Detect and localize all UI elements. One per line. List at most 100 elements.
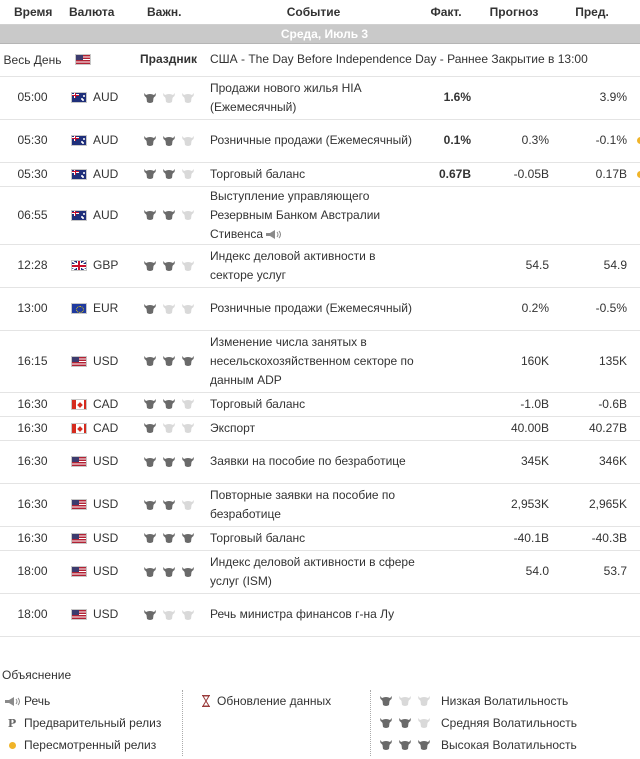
event-title-text[interactable]: Выступление управляющего Резервным Банко… [210, 188, 381, 241]
event-title[interactable]: Индекс деловой активности в сфере услуг … [205, 550, 417, 594]
bull-icon [181, 566, 195, 578]
event-row[interactable]: 16:30 USD Торговый баланс -40.1B -40.3B [0, 526, 640, 551]
event-actual [417, 186, 475, 245]
event-revised [631, 440, 640, 484]
event-title-text[interactable]: Экспорт [210, 420, 256, 435]
event-row[interactable]: 18:00 USD Индекс деловой активности в сфер… [0, 550, 640, 594]
event-previous: -0.6B [553, 392, 631, 417]
calendar-table: Время Валюта Важн. Событие Факт. Прогноз… [0, 0, 640, 637]
bull-icon [143, 92, 157, 104]
event-title[interactable]: Продажи нового жилья HIA (Ежемесячный) [205, 76, 417, 120]
event-row[interactable]: 12:28 GBP Индекс деловой активности в сект… [0, 244, 640, 288]
currency-code: USD [93, 497, 119, 511]
event-row[interactable]: 16:15 USD Изменение числа занятых в несель… [0, 330, 640, 393]
bull-icon [162, 135, 176, 147]
event-row[interactable]: 16:30 CAD Экспорт 40.00B 40.27B [0, 416, 640, 441]
event-title[interactable]: Выступление управляющего Резервным Банко… [205, 186, 417, 245]
header-currency[interactable]: Валюта [65, 0, 127, 25]
event-title[interactable]: Розничные продажи (Ежемесячный) [205, 287, 417, 331]
legend-low: Низкая Волатильность [379, 690, 577, 712]
event-title-text[interactable]: Торговый баланс [210, 530, 306, 545]
bull-icon [143, 303, 157, 315]
currency-code: USD [93, 454, 119, 468]
event-row[interactable]: 18:00 USD Речь министра финансов г-на Лу [0, 593, 640, 637]
bull-icon [162, 260, 176, 272]
event-row[interactable]: 05:00 AUD Продажи нового жилья HIA (Ежемес… [0, 76, 640, 120]
event-row[interactable]: 16:30 CAD Торговый баланс -1.0B -0.6B [0, 392, 640, 417]
event-title-text[interactable]: Заявки на пособие по безработице [210, 454, 406, 468]
event-actual [417, 330, 475, 393]
bull-icon [162, 398, 176, 410]
event-title-text[interactable]: Розничные продажи (Ежемесячный) [210, 301, 413, 315]
event-row[interactable]: 16:30 USD Повторные заявки на пособие по б… [0, 483, 640, 527]
event-title-text[interactable]: Торговый баланс [210, 166, 306, 181]
event-forecast: 345K [475, 440, 553, 484]
event-title[interactable]: Торговый баланс [205, 162, 417, 187]
event-forecast: 2,953K [475, 483, 553, 527]
legend-high: Высокая Волатильность [379, 734, 577, 756]
event-title[interactable]: Торговый баланс [205, 392, 417, 417]
header-time[interactable]: Время [0, 0, 65, 25]
event-title-text[interactable]: Индекс деловой активности в секторе услу… [210, 248, 376, 282]
legend-column-3: Низкая Волатильность Средняя Волатильнос… [370, 690, 577, 756]
event-revised [631, 287, 640, 331]
legend-revised-label: Пересмотренный релиз [24, 738, 157, 752]
event-row[interactable]: 06:55 AUD Выступление управляющего Резервн… [0, 186, 640, 245]
event-previous: 2,965K [553, 483, 631, 527]
revised-dot-icon [636, 137, 640, 144]
event-title-text[interactable]: Розничные продажи (Ежемесячный) [210, 133, 413, 147]
header-forecast[interactable]: Прогноз [475, 0, 553, 25]
holiday-row[interactable]: Весь День Праздник США - The Day Before … [0, 43, 640, 77]
event-title[interactable]: Заявки на пособие по безработице [205, 440, 417, 484]
header-importance[interactable]: Важн. [127, 0, 205, 25]
event-title[interactable]: Экспорт [205, 416, 417, 441]
currency-code: USD [93, 353, 119, 368]
event-revised [631, 550, 640, 594]
holiday-event[interactable]: США - The Day Before Independence Day - … [205, 43, 640, 77]
header-event[interactable]: Событие [205, 0, 417, 25]
event-revised [631, 330, 640, 393]
bull-icon [398, 695, 412, 707]
event-currency: USD [65, 483, 127, 527]
event-time: 06:55 [0, 186, 65, 245]
event-title-text[interactable]: Торговый баланс [210, 396, 306, 411]
event-previous: 40.27B [553, 416, 631, 441]
ca-flag-icon [71, 398, 87, 410]
legend-high-label: Высокая Волатильность [441, 738, 577, 752]
event-currency: USD [65, 440, 127, 484]
event-previous [553, 593, 631, 637]
event-row[interactable]: 05:30 AUD Розничные продажи (Ежемесячный) 0… [0, 119, 640, 163]
event-title[interactable]: Речь министра финансов г-на Лу [205, 593, 417, 637]
event-title-text[interactable]: Изменение числа занятых в несельскохозяй… [210, 334, 414, 387]
event-title[interactable]: Изменение числа занятых в несельскохозяй… [205, 330, 417, 393]
event-previous: 3.9% [553, 76, 631, 120]
event-title[interactable]: Розничные продажи (Ежемесячный) [205, 119, 417, 163]
event-time: 18:00 [0, 550, 65, 594]
event-title[interactable]: Повторные заявки на пособие по безработи… [205, 483, 417, 527]
event-row[interactable]: 16:30 USD Заявки на пособие по безработице… [0, 440, 640, 484]
bull-icon [162, 609, 176, 621]
event-title[interactable]: Индекс деловой активности в секторе услу… [205, 244, 417, 288]
event-title-text[interactable]: Продажи нового жилья HIA (Ежемесячный) [210, 80, 361, 114]
bull-icon [162, 209, 176, 221]
event-row[interactable]: 05:30 AUD Торговый баланс 0.67B -0.05B 0.17B [0, 162, 640, 187]
event-forecast: 54.0 [475, 550, 553, 594]
event-title-text[interactable]: Речь министра финансов г-на Лу [210, 607, 395, 621]
event-title-text[interactable]: Повторные заявки на пособие по безработи… [210, 487, 396, 521]
event-title[interactable]: Торговый баланс [205, 526, 417, 551]
event-title-text[interactable]: Индекс деловой активности в сфере услуг … [210, 554, 415, 588]
event-forecast: -40.1B [475, 526, 553, 551]
header-previous[interactable]: Пред. [553, 0, 631, 25]
event-actual: 0.67B [417, 162, 475, 187]
speech-icon [0, 696, 24, 706]
bull-icon [379, 739, 393, 751]
header-actual[interactable]: Факт. [417, 0, 475, 25]
day-label: Среда, Июль 3 [0, 24, 640, 44]
event-previous: 53.7 [553, 550, 631, 594]
event-previous: 0.17B [553, 162, 631, 187]
event-currency: USD [65, 526, 127, 551]
event-row[interactable]: 13:00 EUR Розничные продажи (Ежемесячный) 0… [0, 287, 640, 331]
revised-dot-icon [636, 170, 640, 178]
high-volatility-bulls-icon [379, 739, 441, 751]
us-flag-icon [71, 456, 87, 467]
